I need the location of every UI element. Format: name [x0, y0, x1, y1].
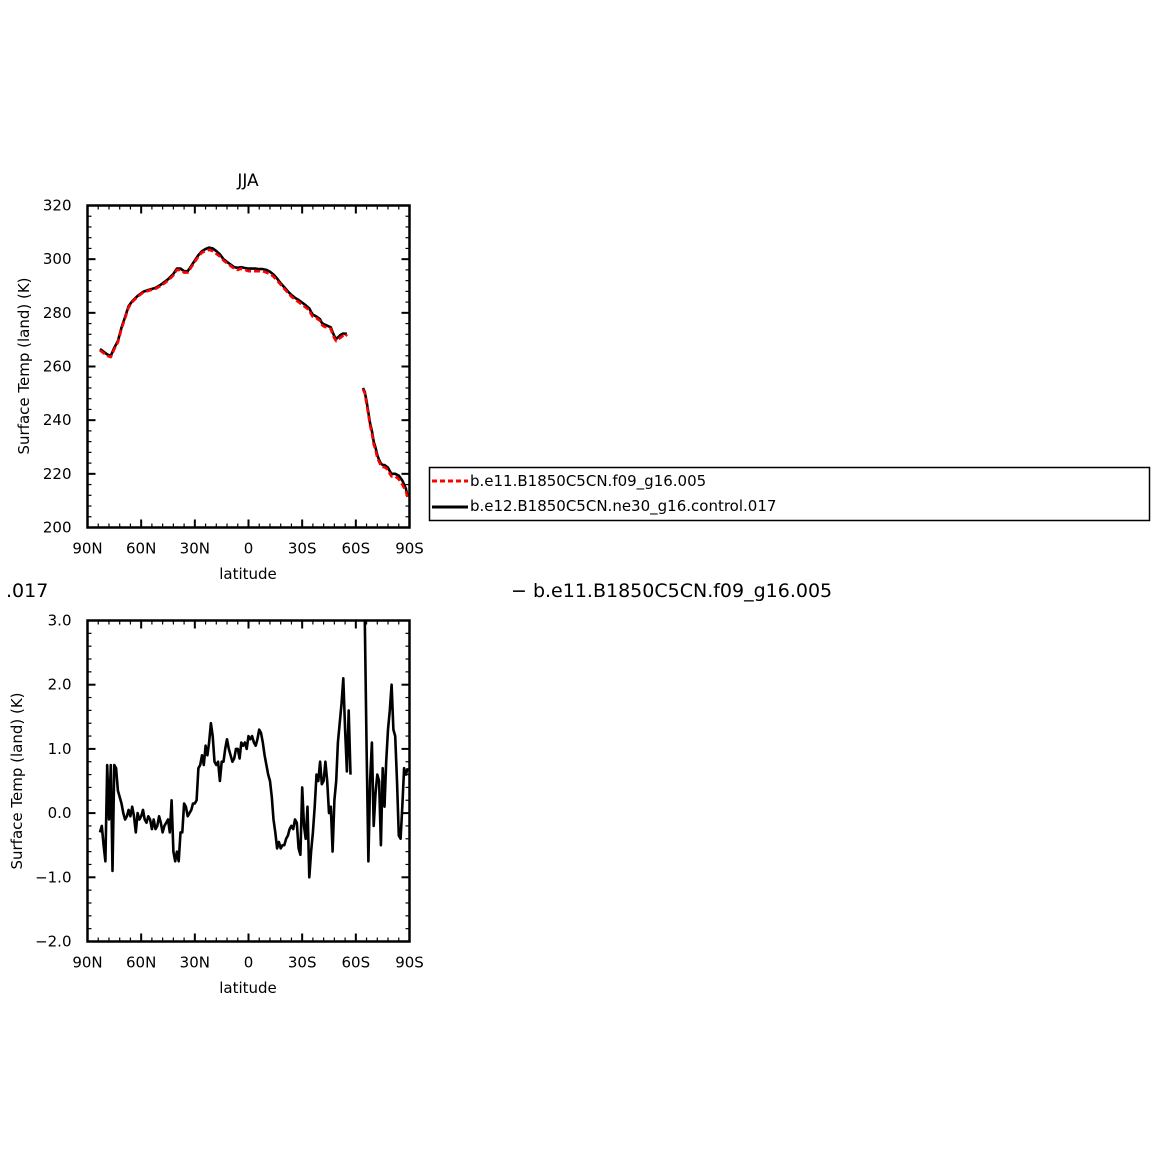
- top-y-tick-labels: 200 220 240 260 280 300 320: [43, 197, 72, 537]
- bottom-y-tick-label: −1.0: [35, 868, 71, 886]
- top-x-tick-label: 0: [244, 540, 254, 558]
- top-x-tick-label: 30N: [180, 540, 210, 558]
- bottom-y-tick-label: 1.0: [48, 740, 72, 758]
- top-plot-frame: [86, 204, 411, 529]
- bottom-x-tick-label: 60S: [342, 954, 371, 972]
- bottom-x-tick-label: 30N: [180, 954, 210, 972]
- bottom-plot-frame: [86, 619, 411, 943]
- bottom-chart-title-left: .017: [6, 580, 48, 602]
- bottom-x-axis-label: latitude: [219, 979, 277, 997]
- bottom-x-tick-label: 60N: [126, 954, 156, 972]
- top-series-2-line: [361, 388, 409, 499]
- legend: b.e11.B1850C5CN.f09_g16.005 b.e12.B1850C…: [428, 466, 1151, 522]
- bottom-series-1-line: [363, 620, 409, 863]
- bottom-chart-title-right: − b.e11.B1850C5CN.f09_g16.005: [511, 580, 832, 602]
- top-x-tick-label: 60N: [126, 540, 156, 558]
- top-series-1-line: [361, 387, 409, 497]
- top-y-tick-label: 260: [43, 358, 72, 376]
- top-series-2-line: [99, 248, 348, 359]
- top-y-tick-label: 300: [43, 250, 72, 268]
- bottom-y-axis-label: Surface Temp (land) (K): [8, 692, 26, 869]
- bottom-x-tick-labels: 90N 60N 30N 0 30S 60S 90S: [72, 954, 423, 972]
- top-x-tick-label: 30S: [288, 540, 317, 558]
- top-x-tick-label: 60S: [342, 540, 371, 558]
- bottom-panel: .017 − b.e11.B1850C5CN.f09_g16.005 90N 60…: [6, 580, 832, 997]
- top-y-tick-label: 320: [43, 197, 72, 215]
- top-panel: JJA 90N 60N 30N 0 30S 60S 90S 200 220 240 260 280 3…: [15, 171, 424, 583]
- legend-label-series-1: b.e11.B1850C5CN.f09_g16.005: [470, 472, 706, 491]
- top-chart-title: JJA: [236, 171, 259, 191]
- top-y-axis-label: Surface Temp (land) (K): [15, 277, 33, 454]
- top-y-tick-label: 280: [43, 304, 72, 322]
- top-y-tick-label: 220: [43, 465, 72, 483]
- bottom-y-tick-label: −2.0: [35, 933, 71, 951]
- bottom-x-tick-label: 30S: [288, 954, 317, 972]
- bottom-y-tick-label: 3.0: [48, 612, 72, 630]
- bottom-series-layer: [98, 620, 409, 879]
- top-series-layer: [99, 246, 409, 499]
- bottom-series-1-line: [98, 676, 352, 879]
- bottom-axes-ticks: [86, 619, 411, 943]
- top-series-1-line: [99, 246, 348, 358]
- top-x-tick-label: 90N: [72, 540, 102, 558]
- bottom-y-tick-labels: −2.0 −1.0 0.0 1.0 2.0 3.0: [35, 612, 71, 951]
- legend-label-series-2: b.e12.B1850C5CN.ne30_g16.control.017: [470, 497, 776, 516]
- top-y-tick-label: 240: [43, 411, 72, 429]
- top-x-axis-label: latitude: [219, 565, 277, 583]
- top-x-tick-labels: 90N 60N 30N 0 30S 60S 90S: [72, 540, 423, 558]
- bottom-x-tick-label: 0: [244, 954, 254, 972]
- bottom-x-tick-label: 90N: [72, 954, 102, 972]
- top-y-tick-label: 200: [43, 519, 72, 537]
- top-x-tick-label: 90S: [395, 540, 424, 558]
- legend-box: [428, 466, 1151, 522]
- bottom-x-tick-label: 90S: [395, 954, 424, 972]
- bottom-y-tick-label: 0.0: [48, 804, 72, 822]
- top-axes-ticks: [86, 204, 411, 529]
- bottom-y-tick-label: 2.0: [48, 676, 72, 694]
